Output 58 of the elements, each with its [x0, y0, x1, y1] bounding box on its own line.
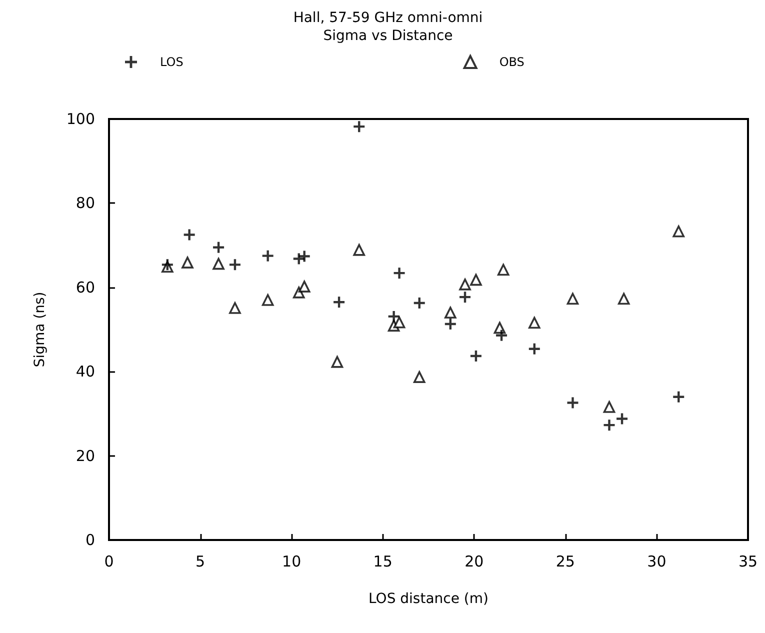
y-tick-label: 80 — [76, 194, 95, 212]
point — [334, 296, 345, 308]
chart-title: Hall, 57-59 GHz omni-omni — [293, 10, 483, 26]
point — [184, 229, 195, 240]
x-tick-label: 30 — [647, 552, 666, 570]
point — [212, 258, 224, 270]
point — [567, 397, 578, 408]
point — [213, 242, 224, 253]
point — [603, 401, 616, 413]
point — [566, 292, 579, 305]
point — [460, 292, 471, 303]
point — [528, 343, 540, 354]
y-axis-title: Sigma (ns) — [32, 292, 48, 368]
point — [388, 310, 400, 322]
point — [672, 226, 685, 238]
x-tick-label: 25 — [556, 552, 575, 570]
y-tick-label: 40 — [76, 362, 95, 381]
point — [604, 420, 615, 431]
x-tick-label: 15 — [373, 552, 392, 570]
point — [394, 268, 405, 279]
point — [262, 250, 274, 262]
legend-label: OBS — [499, 55, 524, 69]
x-tick-label: 0 — [104, 552, 114, 570]
point — [393, 316, 406, 328]
point — [262, 294, 274, 306]
point — [616, 413, 628, 424]
y-tick-label: 100 — [66, 110, 95, 128]
point — [470, 274, 482, 286]
y-tick-label: 0 — [85, 531, 95, 549]
point — [459, 278, 471, 290]
point — [182, 256, 194, 268]
point — [673, 391, 684, 402]
point — [298, 280, 310, 292]
point — [354, 121, 365, 132]
legend-label: LOS — [160, 55, 184, 69]
chart-subtitle: Sigma vs Distance — [323, 28, 453, 44]
point — [298, 250, 310, 262]
y-tick-label: 20 — [76, 446, 95, 465]
point — [618, 292, 630, 305]
point — [229, 302, 241, 314]
x-tick-label: 10 — [282, 552, 302, 570]
x-tick-label: 20 — [464, 552, 484, 570]
point — [497, 264, 510, 276]
point — [414, 297, 425, 308]
point — [162, 259, 173, 270]
x-axis-title: LOS distance (m) — [368, 591, 488, 607]
y-tick-label: 60 — [76, 278, 95, 296]
point — [331, 356, 344, 368]
point — [528, 316, 540, 329]
point — [413, 371, 426, 383]
point — [229, 259, 240, 270]
x-tick-label: 5 — [196, 552, 206, 570]
x-tick-label: 35 — [738, 552, 758, 570]
point — [353, 244, 366, 256]
point — [444, 306, 456, 319]
point — [470, 350, 482, 362]
point — [444, 318, 456, 330]
point — [496, 330, 508, 341]
